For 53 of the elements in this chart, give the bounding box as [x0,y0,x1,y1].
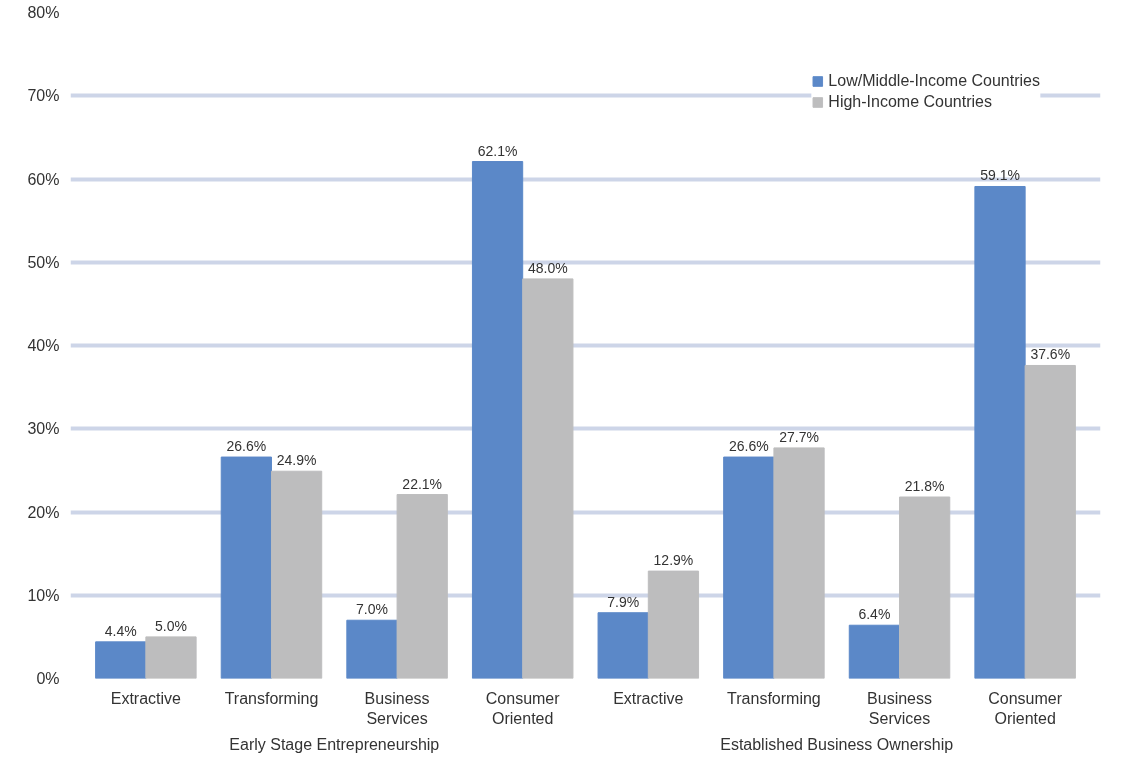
bar [471,161,524,679]
x-tick-label: Business Services [867,689,932,727]
x-tick-label: Transforming [224,689,319,707]
x-tick-label: Transforming [727,689,821,707]
y-tick-label: 80% [27,4,60,21]
bar [346,619,398,679]
bar [848,624,901,679]
bar [647,570,700,679]
bar [522,278,574,679]
data-label: 6.4% [858,606,891,623]
bar [773,447,825,679]
x-tick-label: Extractive [110,689,182,707]
data-label: 21.8% [904,478,945,495]
data-label: 26.6% [226,438,267,455]
bar [396,494,448,679]
text: Early Stage Entrepreneurship [229,735,440,753]
bar [597,612,649,679]
data-label: 59.1% [980,167,1020,184]
bar [95,641,147,679]
text: Established Business Ownership [720,735,954,753]
bar [220,456,272,679]
data-label: 37.6% [1030,346,1071,363]
y-tick-label: 70% [27,87,60,105]
data-label: 62.1% [477,142,518,159]
data-label: 7.0% [356,601,388,618]
data-label: 26.6% [728,438,769,455]
bar [1024,364,1076,679]
data-label: 12.9% [653,552,694,569]
y-tick-label: 0% [36,670,60,687]
data-label: 7.9% [607,593,640,610]
data-label: 24.9% [276,452,317,469]
data-label: 5.0% [155,617,187,634]
y-tick-label: 10% [27,586,60,604]
bar [270,470,323,679]
data-label: 27.7% [779,428,819,445]
y-tick-label: 60% [27,170,60,188]
x-tick-label: Consumer Oriented [485,689,561,727]
bar [974,185,1026,679]
x-tick-label: Extractive [613,689,684,707]
y-tick-label: 40% [27,337,60,354]
bar [723,456,775,679]
legend-label: High-Income Countries [828,93,992,111]
data-label: 48.0% [527,259,568,276]
data-label: 4.4% [104,622,137,639]
data-label: 22.1% [402,475,443,492]
y-tick-label: 50% [27,253,60,271]
y-tick-label: 30% [27,420,60,438]
bar [899,496,951,679]
x-tick-label: Business Services [364,689,430,727]
legend-label: Low/Middle-Income Countries [828,72,1040,90]
y-tick-label: 20% [27,503,60,521]
bar [145,636,197,679]
x-tick-label: Consumer Oriented [988,689,1063,727]
